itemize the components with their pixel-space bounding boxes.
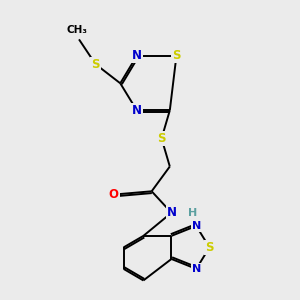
Text: H: H <box>188 208 198 218</box>
Text: S: S <box>157 132 166 145</box>
Text: S: S <box>205 241 214 254</box>
Text: N: N <box>192 221 201 231</box>
Text: N: N <box>167 206 176 219</box>
Text: S: S <box>91 58 100 70</box>
Text: CH₃: CH₃ <box>67 26 88 35</box>
Text: N: N <box>132 104 142 117</box>
Text: O: O <box>109 188 119 201</box>
Text: S: S <box>172 50 181 62</box>
Text: N: N <box>192 264 201 274</box>
Text: N: N <box>132 50 142 62</box>
